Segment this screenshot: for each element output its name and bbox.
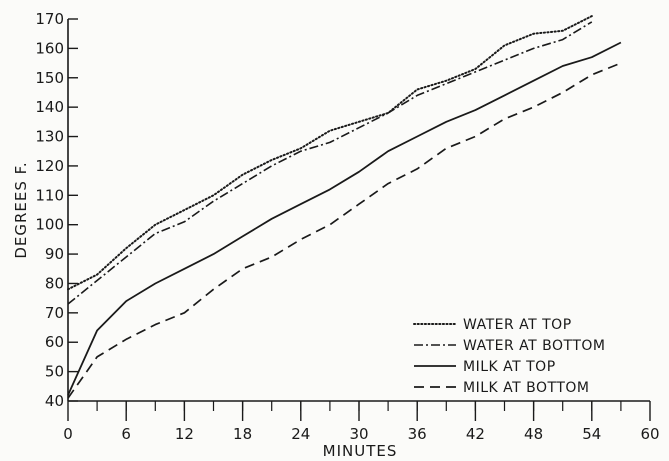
legend-label: MILK AT TOP	[463, 359, 556, 375]
y-tick-label: 150	[35, 69, 64, 87]
series-line-milk-at-bottom	[67, 62, 622, 399]
y-tick-label: 90	[45, 245, 64, 263]
y-tick-label: 100	[35, 216, 64, 234]
x-tick-label: 30	[349, 425, 368, 443]
y-tick-label: 170	[35, 10, 64, 28]
x-tick-label: 18	[233, 425, 252, 443]
y-axis-title: DEGREES F.	[12, 161, 30, 258]
y-tick-label: 130	[35, 128, 64, 146]
x-tick-label: 36	[408, 425, 427, 443]
x-tick-label: 42	[466, 425, 485, 443]
series-line-water-at-top	[67, 15, 593, 291]
series-layer	[67, 15, 622, 399]
y-tick-label: 80	[45, 274, 64, 292]
series-line-milk-at-top	[67, 41, 622, 396]
x-tick-label: 0	[63, 425, 73, 443]
y-tick-label: 70	[45, 304, 64, 322]
legend: WATER AT TOP WATER AT BOTTOM MILK AT TOP MI…	[413, 317, 605, 396]
y-tick-label: 50	[45, 363, 64, 381]
y-tick-label: 140	[35, 98, 64, 116]
legend-label: MILK AT BOTTOM	[463, 380, 589, 396]
x-tick-label: 60	[640, 425, 659, 443]
x-tick-label: 48	[524, 425, 543, 443]
x-tick-label: 12	[175, 425, 194, 443]
x-tick-label: 6	[121, 425, 131, 443]
y-tick-label: 110	[35, 186, 64, 204]
y-tick-label: 40	[45, 392, 64, 410]
series-line-water-at-bottom	[67, 21, 593, 305]
axes: 40 50 60 70 80 90 100 110 120 130 140 150 160 170 0 6 12…	[35, 10, 659, 443]
y-tick-label: 160	[35, 39, 64, 57]
y-tick-label: 60	[45, 333, 64, 351]
x-axis-title: MINUTES	[323, 442, 398, 460]
legend-label: WATER AT TOP	[463, 317, 572, 333]
x-tick-label: 54	[582, 425, 601, 443]
legend-label: WATER AT BOTTOM	[463, 338, 605, 354]
x-tick-label: 24	[291, 425, 310, 443]
y-tick-label: 120	[35, 157, 64, 175]
